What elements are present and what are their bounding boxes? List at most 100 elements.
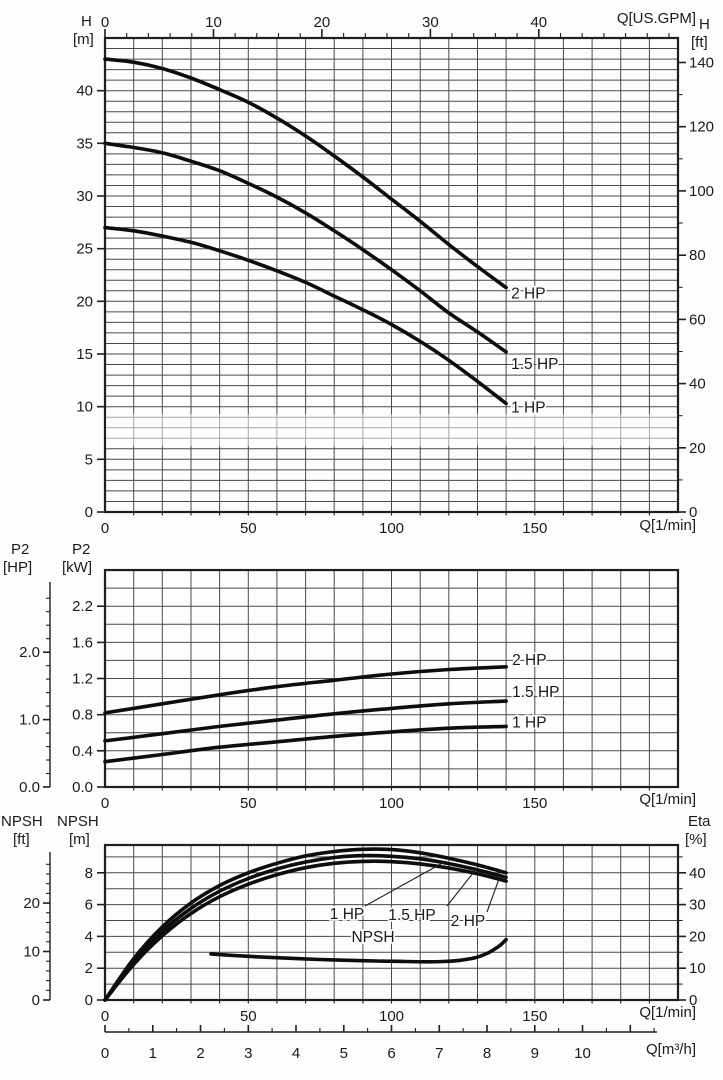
curve-label: 1.5 HP	[388, 907, 435, 924]
npsh-ft-axis-unit: [ft]	[13, 831, 30, 848]
eta-tick-label: 0	[689, 992, 697, 1009]
gpm-tick-label: 30	[422, 14, 439, 31]
eta-axis-unit: [%]	[685, 831, 707, 848]
npsh-flow-axis-title: Q[1/min]	[639, 1004, 696, 1021]
gpm-tick-label: 20	[314, 14, 331, 31]
head-m-tick-label: 30	[76, 188, 93, 205]
curves	[103, 847, 508, 1002]
head-m-tick-label: 40	[76, 83, 93, 100]
power-hp-tick-label: 1.0	[19, 712, 40, 729]
eta-tick-label: 20	[689, 928, 706, 945]
flow-lmin-tick-label: 50	[240, 795, 257, 812]
eta-axis-title: Eta	[688, 813, 711, 830]
power-kw-tick-label: 1.2	[72, 671, 93, 688]
flow-lmin-tick-label: 0	[101, 1008, 109, 1025]
curve-label: 1 HP	[512, 714, 546, 731]
curve-NPSH	[209, 937, 508, 964]
head-ft-tick-label: 60	[689, 311, 706, 328]
flow-lmin-tick-label: 100	[379, 520, 404, 537]
gpm-tick-label: 10	[205, 14, 222, 31]
grid	[103, 568, 680, 791]
power-kw-tick-label: 0.0	[72, 779, 93, 796]
curve-1-HP	[103, 724, 508, 764]
curve-1-HP	[103, 847, 508, 1002]
curve-1-5-HP	[103, 699, 508, 743]
head-ft-tick-label: 100	[689, 183, 714, 200]
head-flow-axis-title: Q[1/min]	[639, 517, 696, 534]
curve-label: 1.5 HP	[512, 684, 559, 701]
flow-m3h-tick-label: 9	[531, 1045, 539, 1062]
curves: 2 HP 1.5 HP 1 HP	[103, 650, 561, 764]
head-ft-tick-label: 20	[689, 440, 706, 457]
flow-m3h-tick-label: 5	[340, 1045, 348, 1062]
curve-label: 1 HP	[511, 400, 545, 417]
flow-m3h-tick-label: 8	[483, 1045, 491, 1062]
npsh-m-tick-label: 0	[85, 992, 93, 1009]
gpm-tick-label: 40	[530, 14, 547, 31]
npsh-ft-tick-label: 10	[23, 944, 40, 961]
curves: 2 HP 1.5 HP 1 HP	[103, 57, 560, 418]
curve-label: 1.5 HP	[511, 356, 558, 373]
flow-m3h-tick-label: 0	[101, 1045, 109, 1062]
head-m-tick-label: 10	[76, 399, 93, 416]
npsh-m-tick-label: 6	[85, 897, 93, 914]
gpm-axis-title: Q[US.GPM]	[616, 10, 696, 27]
npsh-m-axis-unit: [m]	[69, 831, 90, 848]
head-ft-tick-label: 80	[689, 247, 706, 264]
power-kw-tick-label: 1.6	[72, 634, 93, 651]
curve-label: 1 HP	[330, 906, 364, 923]
flow-m3h-tick-label: 6	[387, 1045, 395, 1062]
flow-lmin-tick-label: 100	[379, 1008, 404, 1025]
power-hp-tick-label: 0.0	[19, 779, 40, 796]
power-flow-axis-title: Q[1/min]	[639, 791, 696, 808]
npsh-ft-tick-label: 0	[32, 992, 40, 1009]
curve-2-HP	[103, 665, 508, 715]
curve-1-5-HP	[103, 853, 508, 1002]
curve-label: 2 HP	[512, 652, 546, 669]
flow-lmin-tick-label: 0	[101, 520, 109, 537]
gpm-tick-label: 0	[101, 14, 109, 31]
curve-label: 2 HP	[451, 913, 485, 930]
head-right-axis-unit: [ft]	[691, 34, 708, 51]
flow-m3h-tick-label: 10	[574, 1045, 591, 1062]
head-m-tick-label: 35	[76, 135, 93, 152]
head-ft-tick-label: 0	[689, 504, 697, 521]
curve-label: 2 HP	[511, 286, 545, 303]
grid	[103, 843, 680, 1004]
head-left-axis-title: H	[81, 13, 92, 30]
npsh-m-tick-label: 4	[85, 928, 93, 945]
eta-tick-label: 40	[689, 865, 706, 882]
power-hp-tick-label: 2.0	[19, 644, 40, 661]
power-kw-tick-label: 2.2	[72, 598, 93, 615]
curve-1-5-HP	[103, 141, 508, 354]
flow-lmin-tick-label: 150	[522, 795, 547, 812]
curve-2-HP	[103, 57, 508, 290]
curve-1-HP	[103, 225, 508, 406]
head-m-tick-label: 20	[76, 293, 93, 310]
power-hp-axis-title: P2	[11, 541, 30, 558]
npsh-ft-axis-title: NPSH	[1, 813, 43, 830]
head-right-axis-title: H	[699, 16, 710, 33]
flow-m3h-tick-label: 2	[196, 1045, 204, 1062]
flow-lmin-tick-label: 50	[240, 520, 257, 537]
npsh-m-axis-title: NPSH	[57, 813, 99, 830]
flow-lmin-tick-label: 0	[101, 795, 109, 812]
flow-m3h-tick-label: 1	[149, 1045, 157, 1062]
power-kw-tick-label: 0.4	[72, 743, 93, 760]
m3h-axis-title: Q[m³/h]	[645, 1041, 696, 1058]
npsh-m-tick-label: 2	[85, 960, 93, 977]
flow-lmin-tick-label: 150	[522, 1008, 547, 1025]
npsh-m-tick-label: 8	[85, 865, 93, 882]
head-vs-flow-chart: 0 10 20 30 404035302520151050140120100806040…	[76, 14, 714, 537]
flow-lmin-tick-label: 50	[240, 1008, 257, 1025]
head-m-tick-label: 25	[76, 241, 93, 258]
head-left-axis-unit: [m]	[73, 31, 94, 48]
head-ft-tick-label: 140	[689, 55, 714, 72]
flow-m3h-tick-label: 7	[435, 1045, 443, 1062]
eta-tick-label: 10	[689, 960, 706, 977]
flow-lmin-tick-label: 100	[379, 795, 404, 812]
power-kw-tick-label: 0.8	[72, 707, 93, 724]
